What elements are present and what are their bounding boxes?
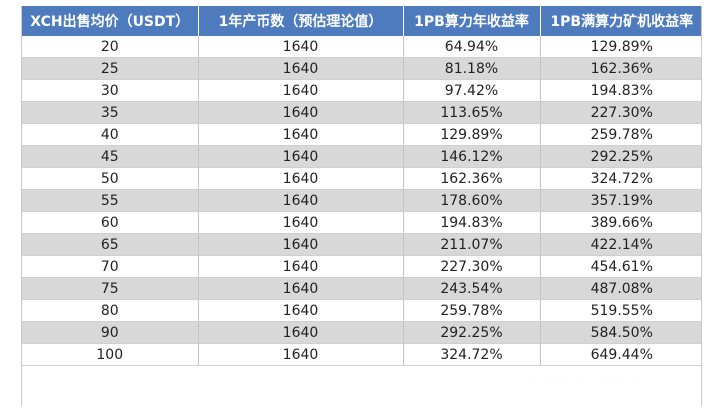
cell-pb-yield: 324.72% (403, 343, 541, 366)
table-row: 25 1640 81.18% 162.36% (22, 57, 701, 80)
cell-pb-yield: 259.78% (403, 299, 541, 322)
cell-annual-coins: 1640 (198, 321, 404, 344)
cell-full-power-yield: 194.83% (540, 79, 701, 102)
cell-annual-coins: 1640 (198, 101, 404, 124)
cell-annual-coins: 1640 (198, 123, 404, 146)
cell-annual-coins: 1640 (198, 211, 404, 234)
header-price: XCH出售均价（USDT） (22, 6, 199, 36)
cell-pb-yield: 227.30% (403, 255, 541, 278)
cell-annual-coins: 1640 (198, 299, 404, 322)
cell-full-power-yield: 162.36% (540, 57, 701, 80)
cell-price: 65 (22, 233, 199, 256)
yield-table: XCH出售均价（USDT） 1年产币数（预估理论值） 1PB算力年收益率 1PB… (22, 6, 701, 366)
table-row: 90 1640 292.25% 584.50% (22, 321, 701, 344)
cell-annual-coins: 1640 (198, 255, 404, 278)
table-row: 55 1640 178.60% 357.19% (22, 189, 701, 212)
table-row: 20 1640 64.94% 129.89% (22, 36, 701, 58)
cell-price: 90 (22, 321, 199, 344)
cell-price: 30 (22, 79, 199, 102)
cell-price: 45 (22, 145, 199, 168)
cell-pb-yield: 81.18% (403, 57, 541, 80)
table-frame: XCH出售均价（USDT） 1年产币数（预估理论值） 1PB算力年收益率 1PB… (21, 6, 702, 406)
table-row: 70 1640 227.30% 454.61% (22, 255, 701, 278)
table-row: 40 1640 129.89% 259.78% (22, 123, 701, 146)
cell-annual-coins: 1640 (198, 36, 404, 58)
watermark: · · · · · · · · · · (533, 376, 638, 389)
header-pb-yield: 1PB算力年收益率 (403, 6, 541, 36)
cell-pb-yield: 146.12% (403, 145, 541, 168)
cell-pb-yield: 64.94% (403, 36, 541, 58)
cell-annual-coins: 1640 (198, 167, 404, 190)
cell-annual-coins: 1640 (198, 233, 404, 256)
cell-pb-yield: 129.89% (403, 123, 541, 146)
cell-full-power-yield: 584.50% (540, 321, 701, 344)
cell-full-power-yield: 129.89% (540, 36, 701, 58)
cell-full-power-yield: 519.55% (540, 299, 701, 322)
cell-price: 75 (22, 277, 199, 300)
cell-pb-yield: 97.42% (403, 79, 541, 102)
cell-pb-yield: 178.60% (403, 189, 541, 212)
table-row: 60 1640 194.83% 389.66% (22, 211, 701, 234)
header-row: XCH出售均价（USDT） 1年产币数（预估理论值） 1PB算力年收益率 1PB… (22, 6, 701, 36)
table-row: 65 1640 211.07% 422.14% (22, 233, 701, 256)
cell-annual-coins: 1640 (198, 57, 404, 80)
cell-full-power-yield: 454.61% (540, 255, 701, 278)
cell-price: 60 (22, 211, 199, 234)
cell-full-power-yield: 292.25% (540, 145, 701, 168)
cell-pb-yield: 162.36% (403, 167, 541, 190)
header-annual-coins: 1年产币数（预估理论值） (198, 6, 404, 36)
table-row: 100 1640 324.72% 649.44% (22, 343, 701, 366)
cell-annual-coins: 1640 (198, 189, 404, 212)
table-row: 30 1640 97.42% 194.83% (22, 79, 701, 102)
cell-pb-yield: 292.25% (403, 321, 541, 344)
table-row: 50 1640 162.36% 324.72% (22, 167, 701, 190)
cell-price: 35 (22, 101, 199, 124)
cell-full-power-yield: 259.78% (540, 123, 701, 146)
cell-pb-yield: 194.83% (403, 211, 541, 234)
cell-annual-coins: 1640 (198, 79, 404, 102)
cell-pb-yield: 243.54% (403, 277, 541, 300)
table-row: 80 1640 259.78% 519.55% (22, 299, 701, 322)
cell-price: 50 (22, 167, 199, 190)
table-row: 35 1640 113.65% 227.30% (22, 101, 701, 124)
cell-annual-coins: 1640 (198, 145, 404, 168)
cell-price: 25 (22, 57, 199, 80)
cell-full-power-yield: 649.44% (540, 343, 701, 366)
cell-full-power-yield: 324.72% (540, 167, 701, 190)
cell-price: 80 (22, 299, 199, 322)
cell-full-power-yield: 422.14% (540, 233, 701, 256)
cell-full-power-yield: 389.66% (540, 211, 701, 234)
cell-price: 55 (22, 189, 199, 212)
cell-annual-coins: 1640 (198, 343, 404, 366)
cell-pb-yield: 113.65% (403, 101, 541, 124)
table-row: 75 1640 243.54% 487.08% (22, 277, 701, 300)
cell-price: 100 (22, 343, 199, 366)
cell-full-power-yield: 487.08% (540, 277, 701, 300)
cell-full-power-yield: 227.30% (540, 101, 701, 124)
cell-price: 70 (22, 255, 199, 278)
cell-full-power-yield: 357.19% (540, 189, 701, 212)
cell-pb-yield: 211.07% (403, 233, 541, 256)
cell-price: 40 (22, 123, 199, 146)
cell-price: 20 (22, 36, 199, 58)
cell-annual-coins: 1640 (198, 277, 404, 300)
table-row: 45 1640 146.12% 292.25% (22, 145, 701, 168)
header-full-power-yield: 1PB满算力矿机收益率 (540, 6, 701, 36)
